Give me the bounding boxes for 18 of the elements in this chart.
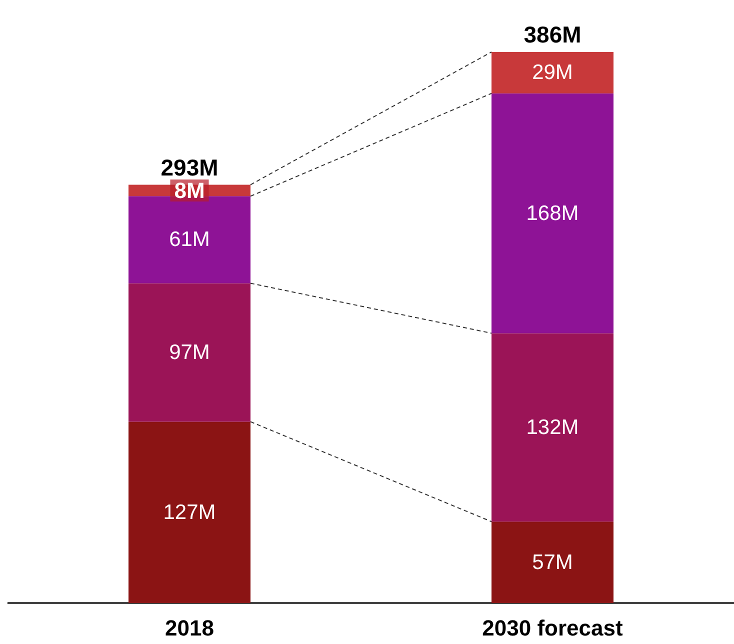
data-label: 132M <box>526 416 579 439</box>
x-tick-label: 2018 <box>165 616 214 640</box>
bar <box>492 333 614 522</box>
data-label: 57M <box>532 550 573 574</box>
data-label: 8M <box>174 178 205 203</box>
x-tick-label: 2030 forecast <box>482 616 624 640</box>
data-label: 127M <box>163 500 216 524</box>
bar <box>492 52 614 94</box>
total-label: 386M <box>524 22 582 48</box>
total-label: 293M <box>160 154 218 180</box>
bar <box>128 422 250 603</box>
data-label: 168M <box>526 202 579 225</box>
bar <box>128 283 250 422</box>
bar <box>492 522 614 603</box>
data-label: 29M <box>532 61 573 84</box>
bar <box>492 93 614 334</box>
data-label: 61M <box>169 228 210 252</box>
data-label: 97M <box>169 340 210 364</box>
